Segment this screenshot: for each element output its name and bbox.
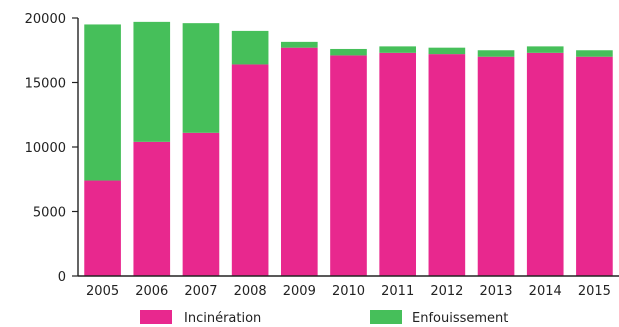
bar-incineration-2006	[133, 141, 171, 276]
bar-incineration-2012	[428, 54, 466, 277]
bar-incineration-2013	[477, 56, 515, 277]
x-tick-label: 2005	[86, 284, 119, 299]
x-tick-label: 2009	[283, 284, 316, 299]
bar-incineration-2015	[576, 56, 613, 277]
x-tick-label: 2007	[184, 284, 217, 299]
bars-group	[84, 21, 613, 277]
bar-enfouissement-2009	[280, 41, 318, 48]
y-tick-label: 10000	[25, 141, 66, 156]
bar-incineration-2010	[330, 55, 367, 276]
bar-enfouissement-2015	[576, 50, 613, 57]
y-tick-label: 20000	[25, 12, 66, 27]
y-axis: 0 5000 10000 15000 20000	[25, 12, 79, 285]
x-tick-label: 2006	[135, 284, 168, 299]
bar-enfouissement-2011	[379, 46, 417, 53]
bar-enfouissement-2012	[428, 47, 466, 55]
bar-enfouissement-2005	[84, 24, 121, 181]
x-tick-label: 2010	[332, 284, 365, 299]
x-tick-label: 2012	[430, 284, 463, 299]
bar-enfouissement-2010	[330, 48, 367, 56]
bar-enfouissement-2013	[477, 50, 515, 57]
x-tick-label: 2015	[578, 284, 611, 299]
bar-incineration-2009	[280, 47, 318, 276]
bar-incineration-2007	[182, 132, 220, 276]
y-tick-label: 0	[58, 270, 66, 285]
bar-incineration-2014	[526, 52, 564, 276]
legend-swatch-incineration	[140, 310, 172, 324]
x-tick-label: 2014	[529, 284, 562, 299]
bar-incineration-2011	[379, 52, 417, 276]
bar-enfouissement-2006	[133, 21, 171, 142]
bar-enfouissement-2008	[231, 30, 269, 65]
bar-incineration-2005	[84, 180, 121, 276]
x-tick-label: 2008	[234, 284, 267, 299]
legend-label-incineration: Incinération	[184, 311, 261, 326]
bar-incineration-2008	[231, 64, 269, 276]
x-axis: 2005 2006 2007 2008 2009 2010 2011 2012 2013 2014…	[78, 275, 619, 299]
bar-enfouissement-2014	[526, 46, 564, 53]
legend: Incinération Enfouissement	[140, 310, 508, 326]
x-tick-label: 2011	[381, 284, 414, 299]
x-tick-label: 2013	[479, 284, 512, 299]
legend-label-enfouissement: Enfouissement	[412, 311, 508, 326]
legend-swatch-enfouissement	[370, 310, 402, 324]
y-tick-label: 5000	[33, 206, 66, 221]
bar-enfouissement-2007	[182, 23, 220, 133]
y-tick-label: 15000	[25, 77, 66, 92]
